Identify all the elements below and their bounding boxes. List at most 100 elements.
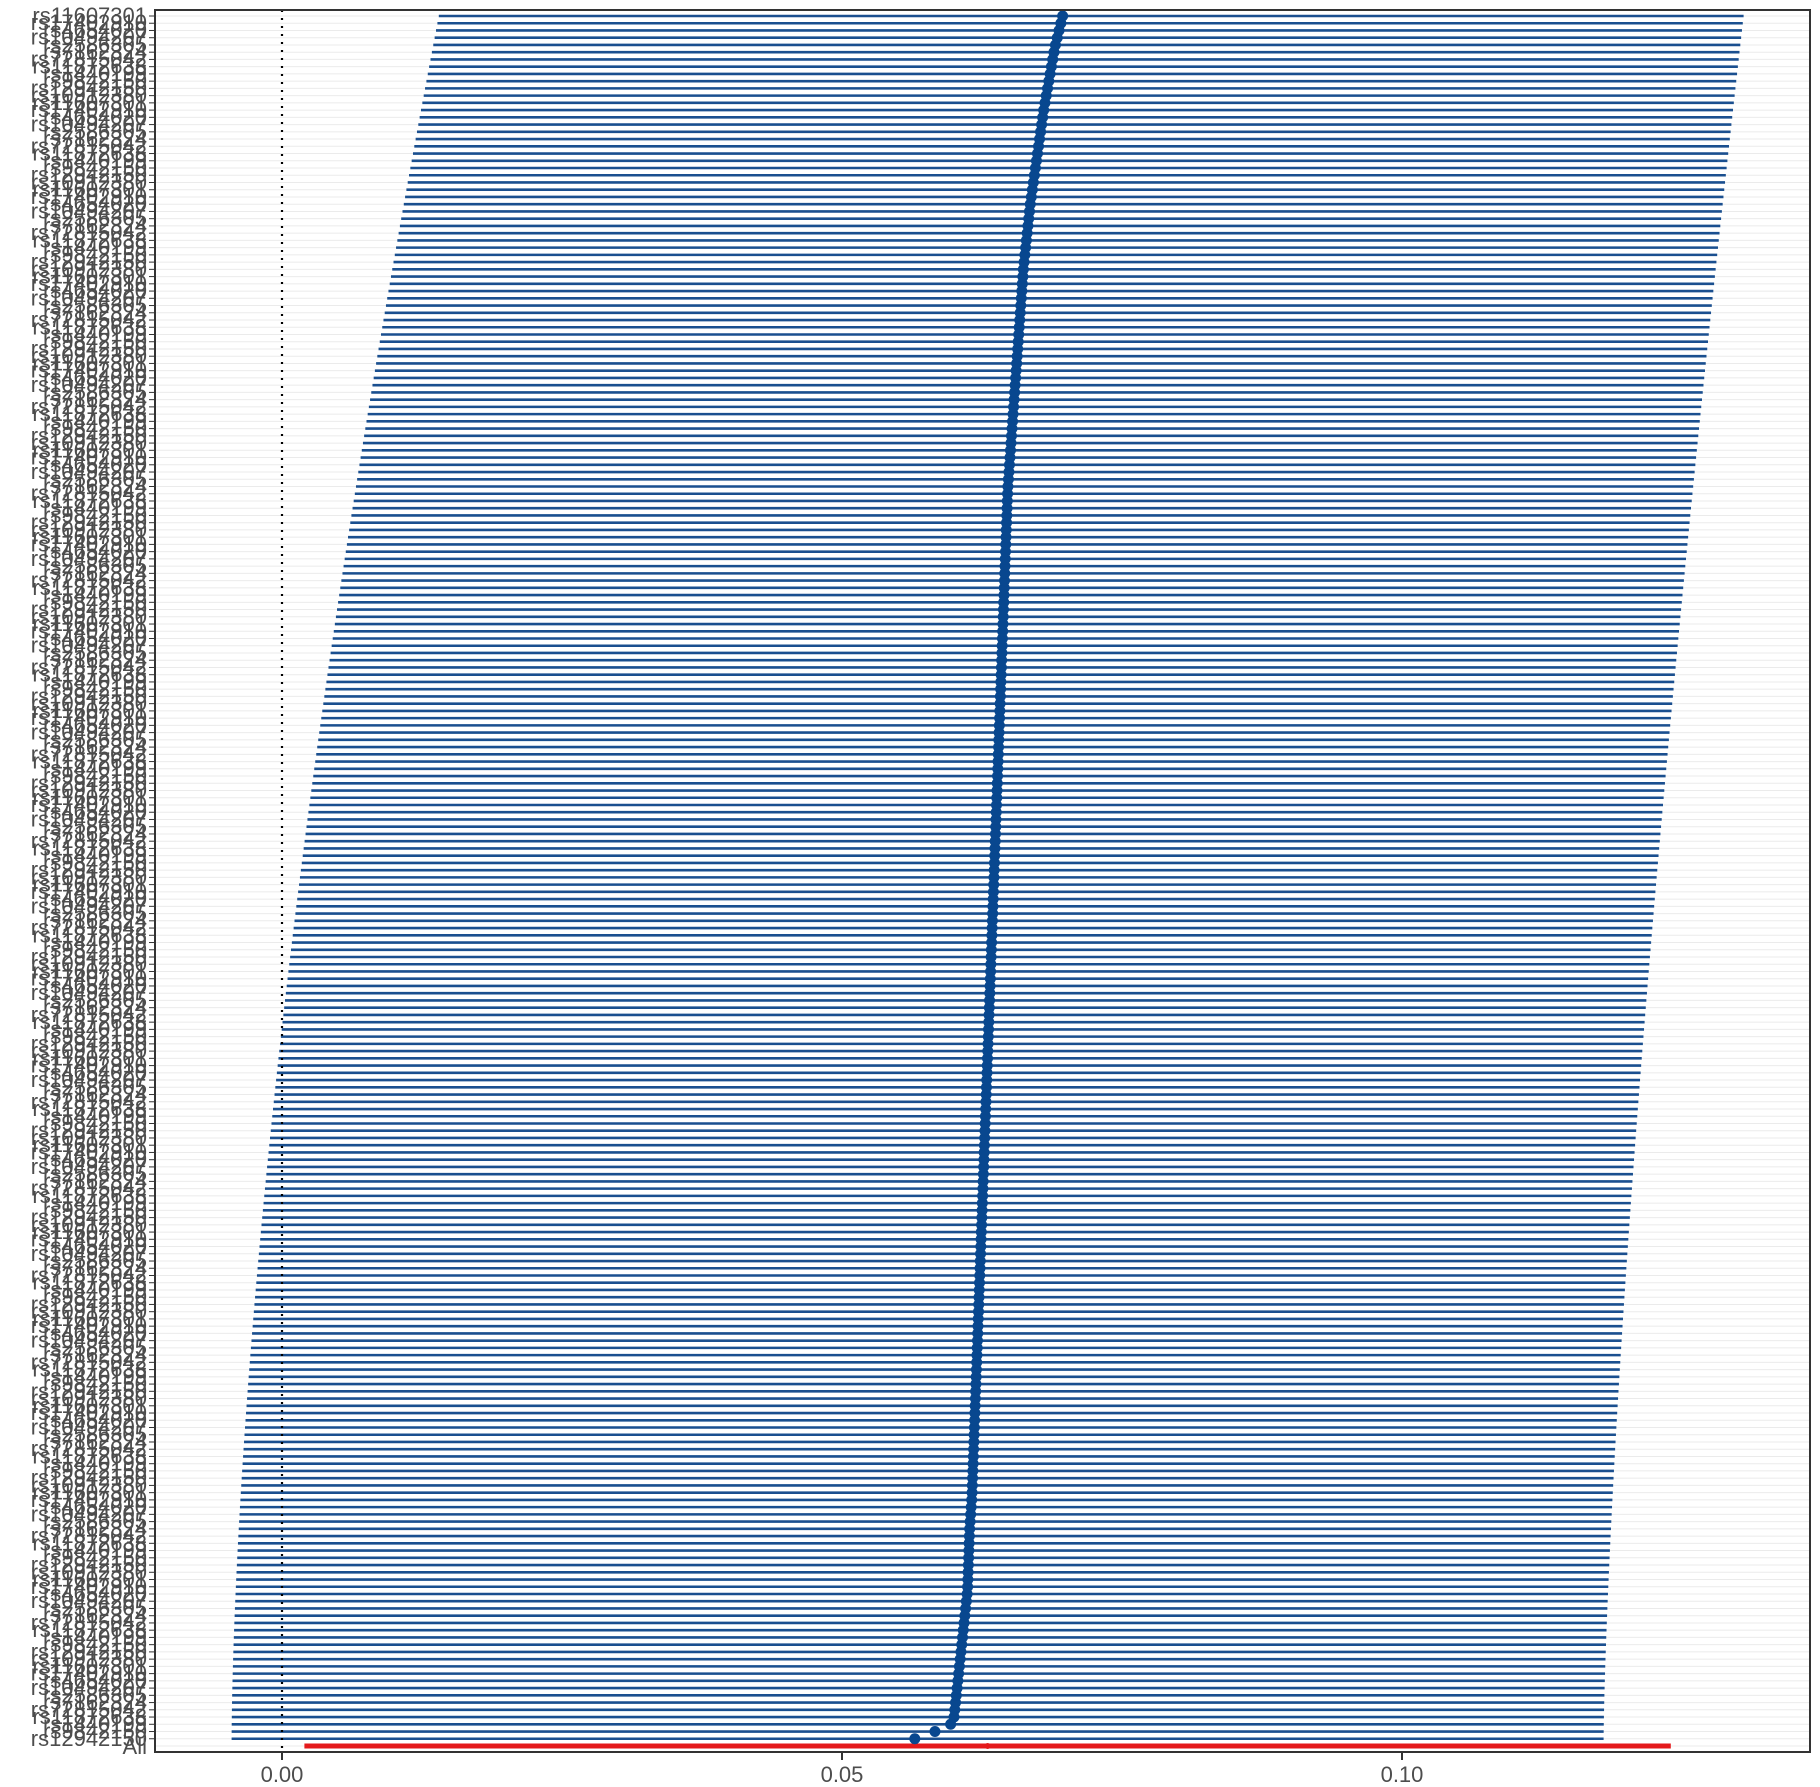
snp-label: rs72815042 — [31, 1523, 147, 1548]
snp-label: rs4654020 — [43, 1060, 147, 1085]
snp-label: rs1440199 — [43, 1016, 147, 1041]
snp-label: rs1440199 — [43, 843, 147, 868]
snp-label: rs72815042 — [31, 568, 147, 593]
snp-label: rs12942150 — [31, 162, 147, 187]
snp-label: rs1440199 — [43, 1624, 147, 1649]
snp-label: rs17402910 — [31, 1400, 147, 1425]
snp-label: rs1440199 — [43, 61, 147, 86]
snp-label: rs9842150 — [43, 1371, 147, 1396]
snp-label: rs72815042 — [31, 1262, 147, 1287]
snp-label: rs1440199 — [43, 1277, 147, 1302]
snp-label: rs10912380 — [31, 1038, 147, 1063]
all-point — [984, 1743, 991, 1749]
snp-label: rs1440199 — [43, 1538, 147, 1563]
snp-label: rs72815042 — [31, 1089, 147, 1114]
snp-label: rs4654020 — [43, 104, 147, 129]
snp-label: rs12942150 — [31, 336, 147, 361]
snp-label: rs2586305 — [43, 1161, 147, 1186]
snp-label: rs12942150 — [31, 1726, 147, 1751]
snp-label: rs72815042 — [31, 133, 147, 158]
snp-label: rs9842150 — [43, 502, 147, 527]
snp-label: rs17402910 — [31, 10, 147, 35]
snp-label: rs9842150 — [43, 1632, 147, 1657]
snp-label: rs7162324 — [43, 1342, 147, 1367]
snp-label: rs11607301 — [32, 524, 147, 549]
x-tick-label: 0.00 — [261, 1762, 304, 1787]
snp-label: rs7162324 — [43, 126, 147, 151]
snp-label: rs11872638 — [32, 1183, 147, 1208]
snp-label: rs7162324 — [43, 1690, 147, 1715]
snp-label: rs72815042 — [31, 481, 147, 506]
snp-label: rs72815042 — [31, 1610, 147, 1635]
snp-label: rs1440199 — [43, 1451, 147, 1476]
snp-label: rs72815042 — [31, 394, 147, 419]
snp-label: rs2586305 — [43, 553, 147, 578]
snp-label: rs11607301 — [32, 350, 147, 375]
snp-label: rs10912380 — [31, 951, 147, 976]
snp-label: rs10912380 — [31, 1386, 147, 1411]
snp-label: rs11607301 — [32, 1567, 147, 1592]
snp-label: rs12942150 — [31, 423, 147, 448]
snp-label: rs10494207 — [31, 112, 147, 137]
snp-label: rs10494207 — [31, 1415, 147, 1440]
snp-label: rs11607301 — [32, 785, 147, 810]
snp-label: rs12942150 — [31, 857, 147, 882]
snp-label: rs12942150 — [31, 1465, 147, 1490]
snp-label: rs72815042 — [31, 1436, 147, 1461]
snp-label: rs7162324 — [43, 213, 147, 238]
snp-label: rs2586305 — [43, 293, 147, 318]
snp-label: rs4654020 — [43, 452, 147, 477]
snp-label: rs4654020 — [43, 1147, 147, 1172]
snp-label: rs17402910 — [31, 1226, 147, 1251]
snp-label: rs4654020 — [43, 365, 147, 390]
snp-label: rs11872638 — [32, 1530, 147, 1555]
snp-label: rs72815042 — [31, 828, 147, 853]
snp-label: rs10494207 — [31, 980, 147, 1005]
panel-border — [154, 9, 1811, 1753]
panel-background — [150, 10, 1810, 1752]
snp-label: rs10494207 — [31, 1154, 147, 1179]
snp-label: rs9842150 — [43, 155, 147, 180]
snp-label: rs17402910 — [31, 271, 147, 296]
snp-label: rs11872638 — [32, 227, 147, 252]
snp-label: rs10912380 — [31, 778, 147, 803]
snp-label: rs10912380 — [31, 517, 147, 542]
snp-label: rs11872638 — [32, 922, 147, 947]
snp-label: rs9842150 — [43, 850, 147, 875]
snp-label: rs10494207 — [31, 720, 147, 745]
snp-label: rs11607301 — [32, 1132, 147, 1157]
snp-label: rs4654020 — [43, 191, 147, 216]
snp-label: rs11607301 — [32, 698, 147, 723]
snp-label: rs12942150 — [31, 1118, 147, 1143]
snp-label: rs10494207 — [31, 893, 147, 918]
snp-label: rs1440199 — [43, 1103, 147, 1128]
snp-label: rs17402910 — [31, 358, 147, 383]
snp-label: rs9842150 — [43, 242, 147, 267]
snp-label: rs17402910 — [31, 792, 147, 817]
snp-label: rs11607301 — [32, 437, 147, 462]
snp-label: rs9842150 — [43, 1110, 147, 1135]
snp-label: rs10494207 — [31, 198, 147, 223]
snp-label: rs7162324 — [43, 300, 147, 325]
snp-label: rs10912380 — [31, 691, 147, 716]
snp-label: rs12942150 — [31, 1552, 147, 1577]
snp-point — [909, 1733, 921, 1745]
snp-label: rs17402910 — [31, 1313, 147, 1338]
snp-label: rs2586305 — [43, 987, 147, 1012]
snp-label: rs10494207 — [31, 285, 147, 310]
snp-label: rs10912380 — [31, 1559, 147, 1584]
snp-label: rs11607301 — [32, 3, 147, 28]
snp-label: rs11872638 — [32, 1009, 147, 1034]
snp-label: rs10912380 — [31, 430, 147, 455]
snp-label: rs12942150 — [31, 770, 147, 795]
snp-label: rs2586305 — [43, 1595, 147, 1620]
snp-label: rs7162324 — [43, 387, 147, 412]
snp-label: rs12942150 — [31, 75, 147, 100]
snp-label: rs1440199 — [43, 1190, 147, 1215]
snp-label: rs10494207 — [31, 1241, 147, 1266]
snp-label: rs10912380 — [31, 256, 147, 281]
snp-label: rs17402910 — [31, 618, 147, 643]
snp-label: rs2586305 — [43, 1422, 147, 1447]
snp-label: rs4654020 — [43, 1320, 147, 1345]
snp-label: rs11607301 — [32, 1219, 147, 1244]
